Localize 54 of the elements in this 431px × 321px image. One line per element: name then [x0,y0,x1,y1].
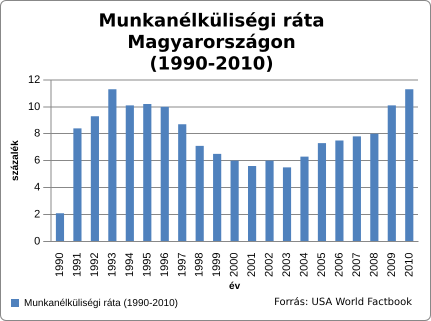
bar [300,156,309,242]
x-tick-label: 1991 [71,252,84,278]
x-tick-label: 2010 [403,252,416,278]
x-tick-label: 2008 [368,252,380,278]
bar [405,89,414,242]
bar [73,128,82,242]
x-tick-label: 2000 [228,252,241,278]
bar [90,116,99,242]
bar [126,105,134,242]
x-tick-label: 2005 [316,252,328,278]
y-tick-label: 8 [34,128,40,140]
x-tick-label: 2006 [333,252,346,278]
bar [143,104,152,242]
x-tick-label: 1999 [211,252,224,278]
bar [178,124,186,242]
y-axis-title: százalék [10,140,21,181]
y-tick-label: 12 [28,74,40,86]
y-tick-label: 6 [34,154,40,167]
chart-title: Munkanélküliségi ráta Magyarországon (1990-2010) [98,10,324,75]
x-tick-label: 1995 [141,252,154,278]
y-tick-label: 0 [34,236,40,248]
bar [160,106,169,242]
bar [370,134,378,242]
x-tick-label: 2007 [350,252,363,278]
bar [248,166,256,242]
bar [213,154,222,242]
x-tick-label: 1992 [88,252,101,278]
y-tick-label: 4 [34,182,40,194]
bar [335,140,344,242]
y-tick-label: 10 [28,100,40,113]
bar [230,160,239,242]
x-tick-label: 1993 [106,252,118,278]
x-tick-label: 2001 [246,252,258,278]
y-tick-label: 2 [34,208,40,221]
bar [56,213,64,242]
x-tick-label: 1994 [124,252,136,278]
bar [388,105,396,242]
bar [196,146,204,242]
bar [352,136,361,242]
text: Forrás: USA World Factbook [274,297,412,308]
bar [318,143,326,242]
x-tick-label: 1997 [176,252,188,278]
x-tick-label: 2002 [264,252,276,278]
bar [108,89,116,242]
x-tick-label: 1996 [158,252,171,278]
x-axis-title: év [229,280,241,292]
legend-label: Munkanélküliségi ráta (1990-2010) [24,298,178,309]
bar [282,167,292,242]
x-tick-label: 2009 [386,252,398,278]
x-tick-label: 2003 [281,252,294,278]
x-tick-label: 2004 [298,252,311,278]
x-tick-label: 1990 [54,252,66,278]
x-tick-label: 1998 [194,252,206,278]
bar [265,160,274,242]
